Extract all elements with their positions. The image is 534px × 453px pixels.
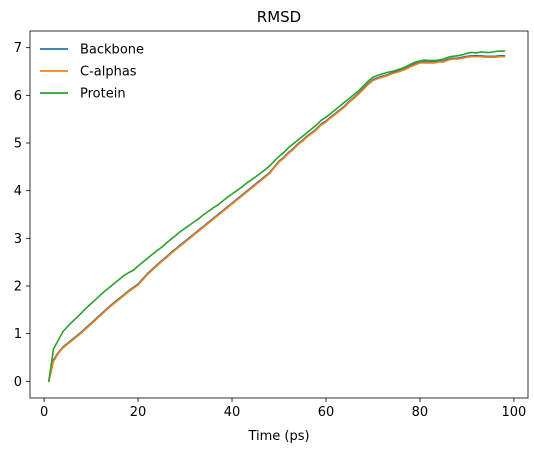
y-tick-label: 0 [14, 375, 22, 390]
y-tick-label: 6 [14, 89, 22, 104]
x-tick-label: 20 [130, 405, 147, 420]
x-tick-label: 40 [224, 405, 241, 420]
x-tick-label: 80 [412, 405, 429, 420]
legend-label: C-alphas [80, 65, 137, 80]
x-axis-ticks: 0 20 40 60 80 100 [40, 398, 526, 420]
y-tick-label: 1 [14, 327, 22, 342]
y-tick-label: 7 [14, 41, 22, 56]
x-tick-label: 100 [501, 405, 526, 420]
legend-label: Backbone [80, 43, 144, 58]
x-tick-label: 0 [40, 405, 48, 420]
y-tick-label: 3 [14, 232, 22, 247]
legend-label: Protein [80, 87, 126, 102]
y-tick-label: 2 [14, 279, 22, 294]
x-tick-label: 60 [318, 405, 335, 420]
legend: Backbone C-alphas Protein [40, 43, 144, 102]
plot-lines [47, 50, 506, 383]
y-tick-label: 4 [14, 184, 22, 199]
series-line-protein [47, 50, 506, 383]
series-line-c-alphas [47, 55, 506, 383]
y-tick-label: 5 [14, 137, 22, 152]
plot-frame [29, 30, 529, 399]
x-axis-label: Time (ps) [247, 429, 309, 444]
chart-title: RMSD [257, 8, 301, 26]
y-axis-ticks: 0 1 2 3 4 5 6 7 [14, 41, 30, 390]
series-line-backbone [47, 54, 506, 383]
